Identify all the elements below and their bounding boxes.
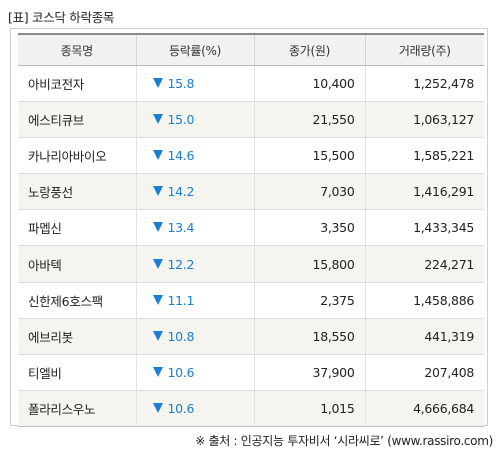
header-volume: 거래량(주) [364,33,484,66]
trade-volume: 224,271 [364,245,484,283]
change-rate-cell: 10.6 [135,354,254,391]
trade-volume: 207,408 [364,354,484,391]
trade-volume: 1,433,345 [364,209,484,247]
table-row: 에브리봇 10.8 18,550 441,319 [18,318,484,355]
change-rate: 10.6 [167,364,195,380]
trade-volume: 1,252,478 [364,65,484,103]
closing-price: 2,375 [253,282,365,319]
trade-volume: 1,063,127 [364,101,484,139]
stock-name: 아비코전자 [18,65,136,103]
stock-name: 파멥신 [18,209,136,247]
stock-name: 카나리아바이오 [18,137,136,175]
table-row: 아바텍 12.2 15,800 224,271 [18,245,484,283]
change-rate-cell: 11.1 [135,282,254,319]
change-rate: 15.0 [167,112,195,128]
closing-price: 37,900 [253,354,365,391]
down-triangle-icon [152,150,163,161]
page-title: [표] 코스닥 하락종목 [8,10,115,25]
trade-volume: 441,319 [364,318,484,355]
declining-stocks-table: 종목명 등락률(%) 종가(원) 거래량(주) 아비코전자 15.8 10,400 1… [18,33,484,427]
stock-name: 폴라리스우노 [18,390,136,427]
table-row: 폴라리스우노 10.6 1,015 4,666,684 [18,390,484,427]
down-triangle-icon [152,186,163,197]
change-rate-cell: 12.2 [135,245,254,283]
change-rate-cell: 15.0 [135,101,254,139]
down-triangle-icon [152,78,163,89]
change-rate: 11.1 [167,292,195,308]
stock-name: 에브리봇 [18,318,136,355]
header-closing-price: 종가(원) [253,33,365,66]
down-triangle-icon [152,258,163,269]
stock-name: 신한제6호스팩 [18,282,136,319]
down-triangle-icon [152,366,163,377]
closing-price: 18,550 [253,318,365,355]
closing-price: 10,400 [253,65,365,103]
down-triangle-icon [152,402,163,413]
header-stock-name: 종목명 [18,33,136,66]
change-rate: 14.6 [167,148,195,164]
stock-name: 티엘비 [18,354,136,391]
table-row: 신한제6호스팩 11.1 2,375 1,458,886 [18,282,484,319]
table-row: 카나리아바이오 14.6 15,500 1,585,221 [18,137,484,175]
change-rate: 14.2 [167,184,195,200]
closing-price: 15,800 [253,245,365,283]
closing-price: 15,500 [253,137,365,175]
change-rate: 10.6 [167,400,195,416]
trade-volume: 1,585,221 [364,137,484,175]
down-triangle-icon [152,114,163,125]
down-triangle-icon [152,330,163,341]
table-row: 티엘비 10.6 37,900 207,408 [18,354,484,391]
change-rate-cell: 10.6 [135,390,254,427]
header-change-rate: 등락률(%) [135,33,254,66]
trade-volume: 1,458,886 [364,282,484,319]
trade-volume: 1,416,291 [364,173,484,211]
down-triangle-icon [152,222,163,233]
table-row: 아비코전자 15.8 10,400 1,252,478 [18,65,484,103]
closing-price: 7,030 [253,173,365,211]
change-rate-cell: 14.6 [135,137,254,175]
table-row: 노랑풍선 14.2 7,030 1,416,291 [18,173,484,211]
table-header-row: 종목명 등락률(%) 종가(원) 거래량(주) [18,33,484,66]
closing-price: 1,015 [253,390,365,427]
change-rate: 13.4 [167,220,195,236]
stock-name: 에스티큐브 [18,101,136,139]
source-note: ※ 출처 : 인공지능 투자비서 ‘시라씨로’ (www.rassiro.com… [195,434,493,448]
trade-volume: 4,666,684 [364,390,484,427]
down-triangle-icon [152,294,163,305]
closing-price: 21,550 [253,101,365,139]
change-rate-cell: 10.8 [135,318,254,355]
closing-price: 3,350 [253,209,365,247]
table-row: 파멥신 13.4 3,350 1,433,345 [18,209,484,247]
stock-name: 노랑풍선 [18,173,136,211]
stock-name: 아바텍 [18,245,136,283]
change-rate-cell: 14.2 [135,173,254,211]
change-rate: 12.2 [167,256,195,272]
change-rate: 10.8 [167,328,195,344]
change-rate-cell: 15.8 [135,65,254,103]
change-rate: 15.8 [167,76,195,92]
table-row: 에스티큐브 15.0 21,550 1,063,127 [18,101,484,139]
change-rate-cell: 13.4 [135,209,254,247]
